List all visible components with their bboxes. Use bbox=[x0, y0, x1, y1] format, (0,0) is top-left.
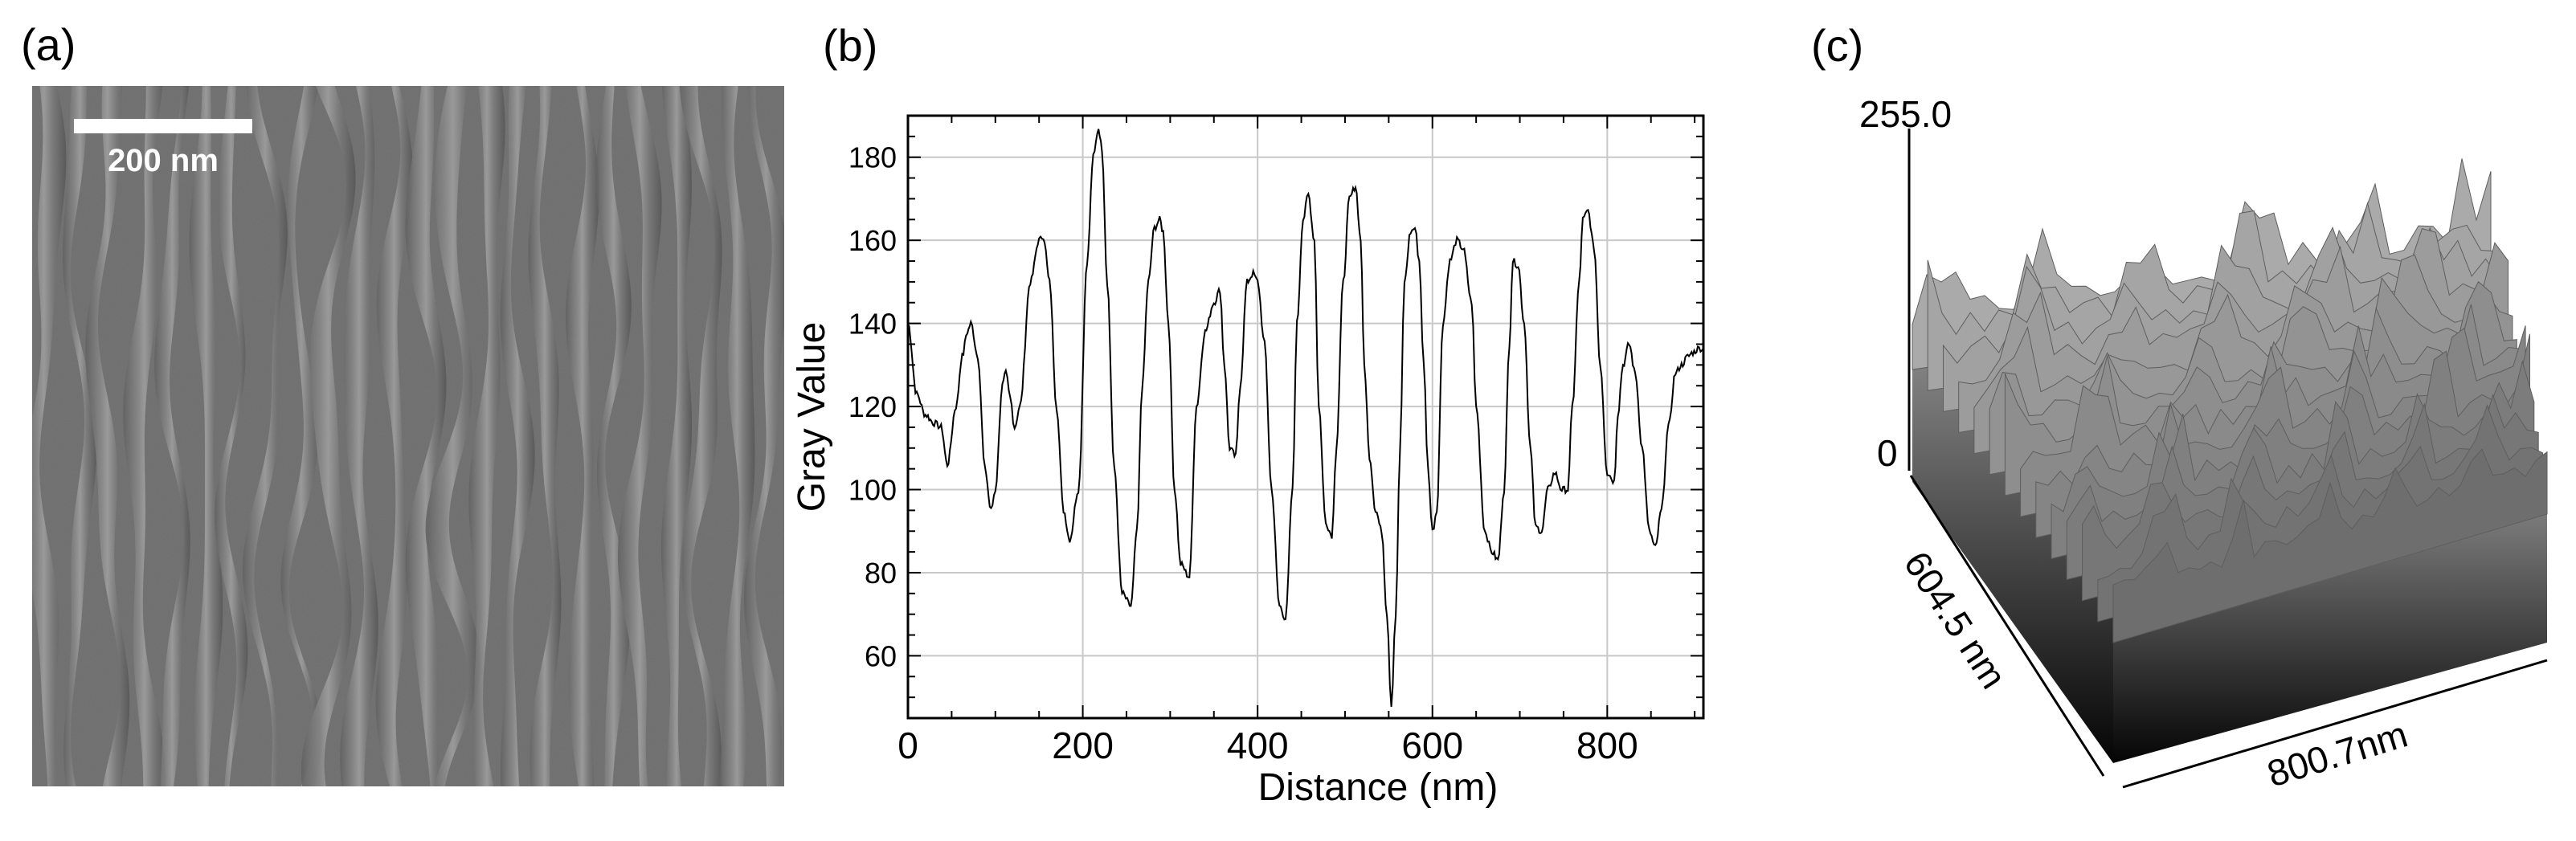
profile-line bbox=[907, 129, 1704, 707]
y-axis-label: Gray Value bbox=[795, 322, 833, 512]
surface-left-wall bbox=[1912, 337, 2113, 763]
x-axis-label: Distance (nm) bbox=[1258, 766, 1499, 809]
panel-c-label: (c) bbox=[1811, 20, 1863, 71]
surface-body bbox=[1912, 158, 2548, 763]
y-extent-line bbox=[1909, 475, 2105, 777]
z-bottom-label: 0 bbox=[1877, 432, 1898, 474]
plot-frame bbox=[906, 114, 1705, 720]
y-tick-label: 160 bbox=[848, 224, 897, 257]
x-tick-label: 600 bbox=[1401, 725, 1463, 766]
panel-a-label: (a) bbox=[21, 19, 76, 70]
y-tick-label: 120 bbox=[848, 390, 897, 423]
x-tick-label: 800 bbox=[1576, 725, 1638, 766]
plot-area: 0 200 400 600 800 60 80 100 120 140 160 180 bbox=[848, 114, 1705, 766]
sem-image bbox=[32, 86, 784, 786]
x-tick-label: 400 bbox=[1227, 725, 1289, 766]
y-tick-label: 80 bbox=[865, 557, 897, 590]
surface-ridge-row bbox=[2112, 448, 2548, 643]
surface-front-wall bbox=[2113, 482, 2547, 763]
y-tick-label: 180 bbox=[848, 141, 897, 174]
surface-plot: (c) 255.0 0 604.5 nm 800.7nm bbox=[1811, 20, 2548, 795]
panel-a: (a) 200 nm bbox=[0, 0, 795, 841]
x-tick-label: 0 bbox=[898, 725, 918, 766]
y-tick-label: 60 bbox=[865, 639, 897, 672]
scale-bar bbox=[74, 119, 252, 133]
scale-bar-label: 200 nm bbox=[108, 143, 219, 178]
x-extent-line bbox=[2122, 659, 2548, 789]
y-tick-label: 140 bbox=[848, 308, 897, 341]
y-tick-label: 100 bbox=[848, 474, 897, 507]
z-top-label: 255.0 bbox=[1859, 93, 1952, 135]
x-extent-label: 800.7nm bbox=[2263, 712, 2412, 794]
panel-b-label: (b) bbox=[823, 20, 877, 71]
x-tick-label: 200 bbox=[1052, 725, 1114, 766]
profile-chart: (b) 0 200 400 600 800 60 80 100 120 140 160 180 Dis… bbox=[795, 20, 1705, 809]
